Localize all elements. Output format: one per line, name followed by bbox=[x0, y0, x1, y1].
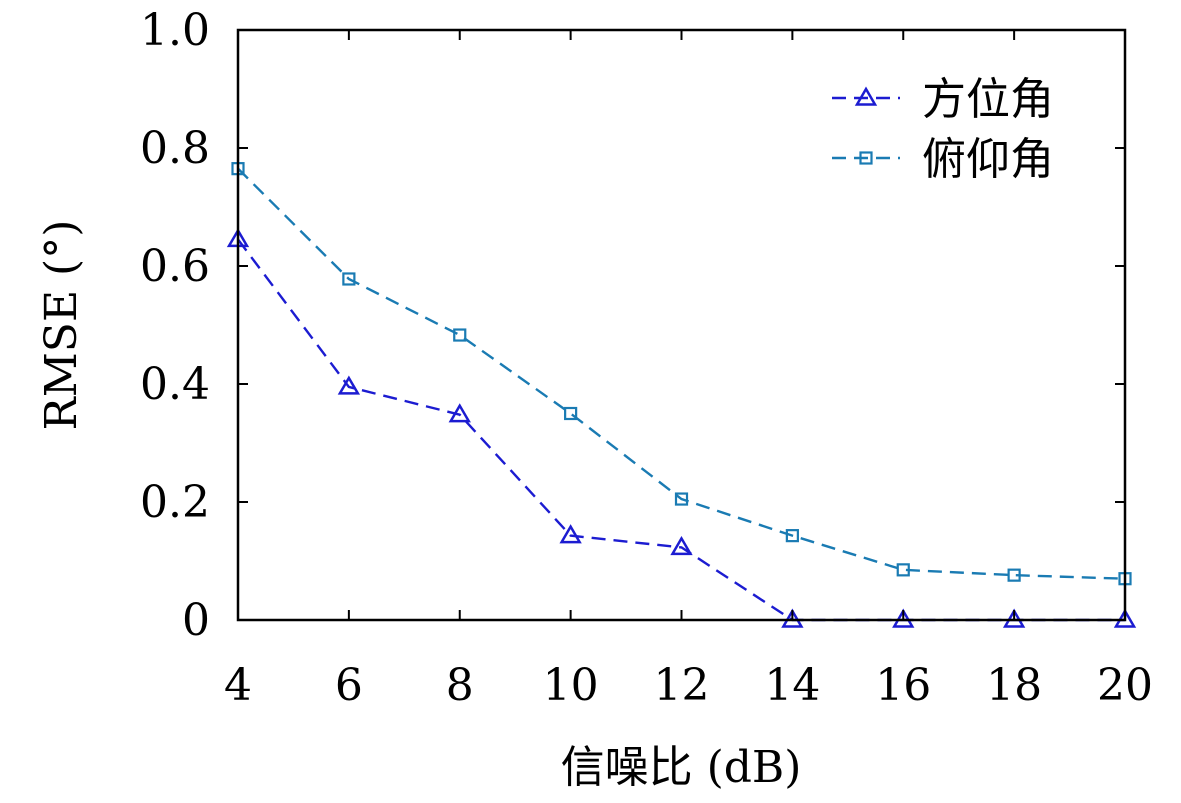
legend-marker-1 bbox=[859, 151, 873, 165]
axes-layer: 4 6 8 10 12 14 16 18 20 0 0.2 0.4 0.6 0.8 1.0 bbox=[140, 5, 1153, 711]
y-tick-label: 0.8 bbox=[140, 123, 210, 174]
legend-marker-0 bbox=[854, 86, 878, 106]
series-line-1 bbox=[237, 167, 1126, 580]
legend-label-1: 俯仰角 bbox=[922, 134, 1054, 185]
data-point-1 bbox=[564, 406, 578, 421]
data-point-1 bbox=[342, 272, 356, 286]
y-tick-label: 0.6 bbox=[140, 241, 210, 292]
x-tick-label: 14 bbox=[764, 660, 820, 711]
y-tick-label: 0.2 bbox=[140, 477, 210, 528]
data-point-0 bbox=[559, 524, 582, 544]
data-point-0 bbox=[1002, 608, 1026, 628]
data-point-0 bbox=[781, 608, 804, 628]
legend-label-0: 方位角 bbox=[922, 74, 1054, 125]
data-point-0 bbox=[1113, 608, 1137, 628]
series-0 bbox=[226, 227, 1137, 628]
y-tick-label: 1.0 bbox=[140, 5, 210, 56]
y-tick-label: 0.4 bbox=[140, 359, 210, 410]
series-line-0 bbox=[237, 238, 1125, 622]
data-point-0 bbox=[337, 375, 361, 395]
x-tick-label: 12 bbox=[654, 660, 710, 711]
x-tick-label: 4 bbox=[224, 660, 252, 711]
x-tick-label: 6 bbox=[335, 660, 363, 711]
x-tick-label: 8 bbox=[446, 660, 474, 711]
data-point-1 bbox=[453, 328, 467, 342]
data-point-0 bbox=[670, 535, 693, 556]
x-tick-label: 10 bbox=[543, 660, 599, 711]
data-point-1 bbox=[896, 563, 910, 577]
x-tick-label: 18 bbox=[986, 660, 1042, 711]
data-point-0 bbox=[448, 403, 471, 423]
x-tick-label: 20 bbox=[1097, 660, 1153, 711]
series-layer bbox=[226, 162, 1137, 628]
y-tick-label: 0 bbox=[182, 595, 210, 646]
data-point-1 bbox=[1007, 568, 1021, 582]
series-1 bbox=[231, 162, 1132, 586]
x-axis-title: 信噪比 (dB) bbox=[561, 742, 802, 793]
x-tick-label: 16 bbox=[875, 660, 931, 711]
data-point-1 bbox=[674, 492, 689, 506]
y-axis-title: RMSE (°) bbox=[36, 220, 87, 431]
data-point-1 bbox=[785, 529, 799, 543]
data-point-0 bbox=[892, 608, 915, 628]
